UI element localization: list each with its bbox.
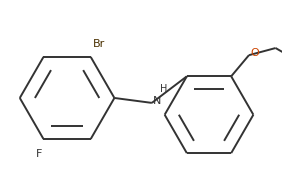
Text: Br: Br: [93, 39, 105, 49]
Text: N: N: [153, 96, 161, 106]
Text: H: H: [160, 84, 167, 94]
Text: F: F: [36, 149, 43, 159]
Text: O: O: [250, 48, 259, 58]
